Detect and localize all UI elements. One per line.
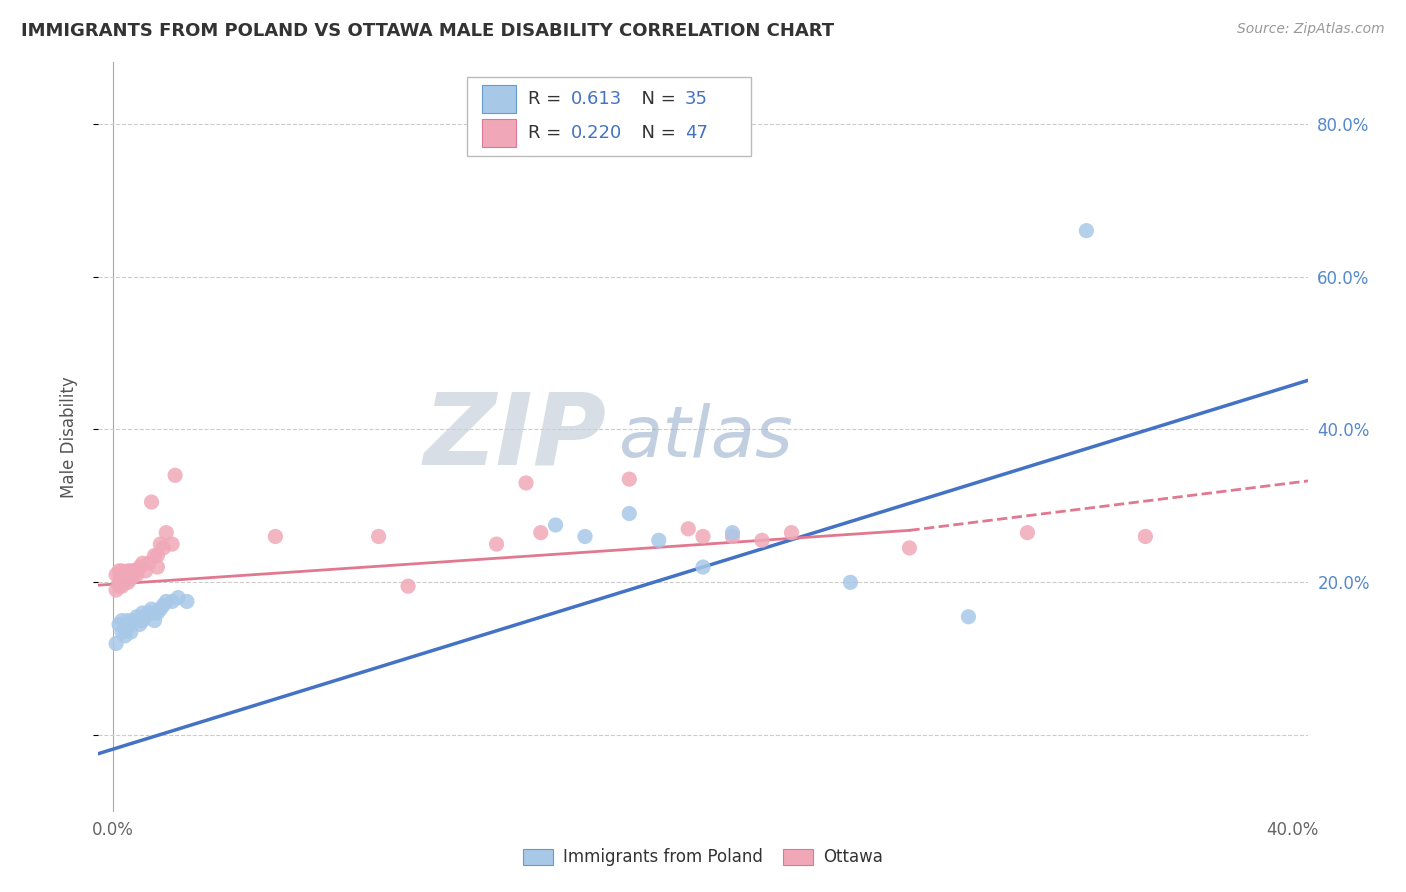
Point — [111, 579, 134, 593]
Point — [692, 529, 714, 543]
Point — [367, 529, 389, 543]
Point — [155, 525, 177, 540]
Point — [125, 609, 148, 624]
Point — [117, 564, 139, 578]
Point — [117, 621, 139, 635]
Point — [176, 594, 198, 608]
Point — [619, 507, 641, 521]
Point — [1076, 224, 1098, 238]
Point — [122, 614, 145, 628]
Point — [143, 606, 166, 620]
Text: N =: N = — [630, 124, 682, 142]
Point — [721, 529, 744, 543]
Point — [530, 525, 553, 540]
Point — [1017, 525, 1039, 540]
Point — [264, 529, 287, 543]
Point — [120, 572, 142, 586]
Point — [396, 579, 419, 593]
Point — [160, 537, 183, 551]
Point — [678, 522, 700, 536]
Point — [138, 606, 160, 620]
Point — [105, 636, 128, 650]
Point — [128, 560, 150, 574]
Point — [122, 567, 145, 582]
Point — [515, 475, 537, 490]
Point — [125, 564, 148, 578]
Point — [141, 602, 163, 616]
Point — [114, 575, 136, 590]
Point — [143, 614, 166, 628]
Point — [146, 606, 169, 620]
Text: 0.613: 0.613 — [571, 90, 623, 108]
Point — [122, 564, 145, 578]
Point — [146, 549, 169, 563]
Point — [692, 560, 714, 574]
Point — [111, 614, 134, 628]
Point — [146, 560, 169, 574]
Point — [152, 541, 174, 555]
FancyBboxPatch shape — [482, 119, 516, 147]
Point — [111, 572, 134, 586]
Point — [957, 609, 980, 624]
Point — [721, 525, 744, 540]
Point — [105, 582, 128, 597]
Point — [485, 537, 508, 551]
Point — [120, 617, 142, 632]
Text: R =: R = — [527, 90, 567, 108]
Point — [105, 567, 128, 582]
Point — [131, 556, 153, 570]
Point — [114, 629, 136, 643]
Point — [120, 564, 142, 578]
Point — [143, 549, 166, 563]
Point — [135, 609, 157, 624]
Text: 47: 47 — [685, 124, 707, 142]
Point — [619, 472, 641, 486]
Point — [114, 567, 136, 582]
Point — [780, 525, 803, 540]
Point — [108, 575, 131, 590]
Point — [155, 594, 177, 608]
Text: 35: 35 — [685, 90, 707, 108]
Text: 0.220: 0.220 — [571, 124, 623, 142]
Point — [117, 572, 139, 586]
Point — [648, 533, 671, 548]
Point — [167, 591, 190, 605]
FancyBboxPatch shape — [482, 85, 516, 113]
Text: N =: N = — [630, 90, 682, 108]
Point — [152, 599, 174, 613]
Point — [108, 564, 131, 578]
Point — [111, 564, 134, 578]
FancyBboxPatch shape — [467, 78, 751, 156]
Text: ZIP: ZIP — [423, 389, 606, 485]
Point — [128, 617, 150, 632]
Point — [839, 575, 862, 590]
Text: atlas: atlas — [619, 402, 793, 472]
Point — [135, 564, 157, 578]
Text: IMMIGRANTS FROM POLAND VS OTTAWA MALE DISABILITY CORRELATION CHART: IMMIGRANTS FROM POLAND VS OTTAWA MALE DI… — [21, 22, 834, 40]
Point — [108, 617, 131, 632]
Point — [111, 625, 134, 640]
Point — [141, 495, 163, 509]
Point — [117, 575, 139, 590]
Legend: Immigrants from Poland, Ottawa: Immigrants from Poland, Ottawa — [515, 840, 891, 874]
Text: R =: R = — [527, 124, 567, 142]
Point — [149, 602, 172, 616]
Point — [108, 579, 131, 593]
Point — [117, 614, 139, 628]
Y-axis label: Male Disability: Male Disability — [59, 376, 77, 498]
Point — [1135, 529, 1157, 543]
Point — [138, 556, 160, 570]
Point — [125, 567, 148, 582]
Point — [149, 537, 172, 551]
Point — [751, 533, 773, 548]
Point — [165, 468, 187, 483]
Point — [160, 594, 183, 608]
Point — [120, 625, 142, 640]
Point — [131, 606, 153, 620]
Text: Source: ZipAtlas.com: Source: ZipAtlas.com — [1237, 22, 1385, 37]
Point — [574, 529, 596, 543]
Point — [131, 614, 153, 628]
Point — [898, 541, 921, 555]
Point — [544, 518, 567, 533]
